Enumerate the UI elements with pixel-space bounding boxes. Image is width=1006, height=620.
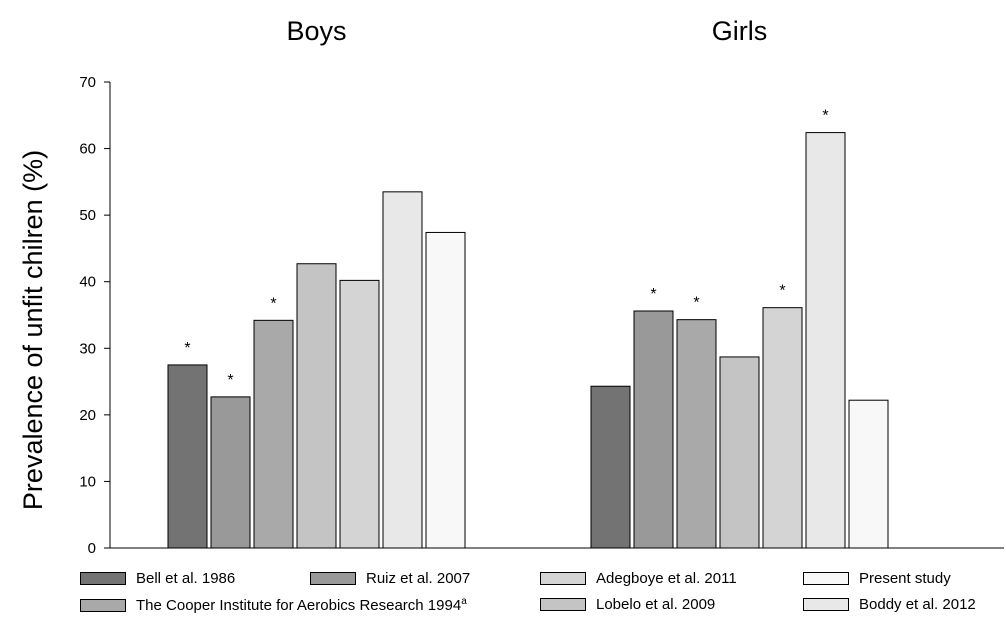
bar-girls-0 [590, 385, 631, 549]
bar-girls-1 [633, 310, 674, 549]
legend-swatch [310, 572, 356, 585]
legend-label: Ruiz et al. 2007 [366, 570, 470, 587]
legend-swatch [803, 572, 849, 585]
y-tick-label: 70 [79, 74, 96, 91]
legend-label: Adegboye et al. 2011 [596, 570, 737, 587]
legend-item: Ruiz et al. 2007 [310, 570, 470, 587]
significance-marker: * [227, 372, 233, 389]
bar-girls-4 [762, 307, 803, 549]
legend-label-text: Bell et al. 1986 [136, 570, 236, 587]
legend-item: Adegboye et al. 2011 [540, 570, 737, 587]
y-tick-label: 20 [79, 407, 96, 424]
legend-item: Boddy et al. 2012 [803, 596, 976, 613]
bar-girls-3 [719, 356, 760, 549]
bar-boys-3 [296, 263, 337, 549]
y-tick-label: 0 [88, 540, 96, 557]
legend-swatch [80, 572, 126, 585]
labels: Prevalence of unfit chilren (%) Boys * * * Gi… [18, 16, 829, 510]
legend-swatch [540, 598, 586, 611]
bar-boys-6 [425, 231, 466, 549]
bar-girls-6 [848, 399, 889, 549]
legend-label: Boddy et al. 2012 [859, 596, 976, 613]
y-tick-label: 50 [79, 207, 96, 224]
legend-swatch [80, 598, 126, 612]
significance-marker: * [650, 286, 656, 303]
legend-item: Bell et al. 1986 [80, 570, 235, 587]
legend-label-text: The Cooper Institute for Aerobics Resear… [136, 597, 462, 614]
significance-marker: * [693, 295, 699, 312]
significance-marker: * [270, 295, 276, 312]
group-title-girls: Girls [712, 16, 768, 46]
legend-label-text: Adegboye et al. 2011 [596, 570, 737, 587]
legend-label-text: Lobelo et al. 2009 [596, 596, 716, 613]
bar-girls-2 [676, 319, 717, 549]
legend-item: Present study [803, 570, 951, 587]
bar-boys-5 [382, 191, 423, 549]
bar-boys-4 [339, 279, 380, 549]
y-axis-title: Prevalence of unfit chilren (%) [18, 150, 48, 510]
bar-boys-0 [167, 364, 208, 549]
y-tick-label: 40 [79, 274, 96, 291]
legend-label-text: Ruiz et al. 2007 [366, 570, 471, 587]
legend-label-text: Boddy et al. 2012 [859, 596, 976, 613]
legend-superscript: a [461, 596, 467, 607]
bar-boys-2 [253, 319, 294, 549]
y-tick-label: 10 [79, 473, 96, 490]
group-title-boys: Boys [286, 16, 346, 46]
significance-marker: * [779, 283, 785, 300]
significance-marker: * [822, 108, 828, 125]
legend: Bell et al. 1986 Ruiz et al. 2007 The Coop… [0, 562, 1006, 620]
bar-chart: 0 10 20 30 40 50 60 70 Prevalence of unfit chil… [18, 16, 1004, 557]
bar-boys-1 [210, 396, 251, 549]
legend-label-text: Present study [859, 570, 951, 587]
significance-marker: * [184, 340, 190, 357]
legend-label: Lobelo et al. 2009 [596, 596, 715, 613]
bars [167, 132, 889, 549]
legend-label: Bell et al. 1986 [136, 570, 235, 587]
y-tick-label: 30 [79, 340, 96, 357]
legend-item: Lobelo et al. 2009 [540, 596, 715, 613]
legend-item: The Cooper Institute for Aerobics Resear… [80, 596, 467, 614]
legend-label: The Cooper Institute for Aerobics Resear… [136, 596, 467, 614]
legend-label: Present study [859, 570, 951, 587]
legend-swatch [540, 572, 586, 585]
bar-girls-5 [805, 132, 846, 549]
y-tick-label: 60 [79, 141, 96, 158]
legend-swatch [803, 598, 849, 611]
